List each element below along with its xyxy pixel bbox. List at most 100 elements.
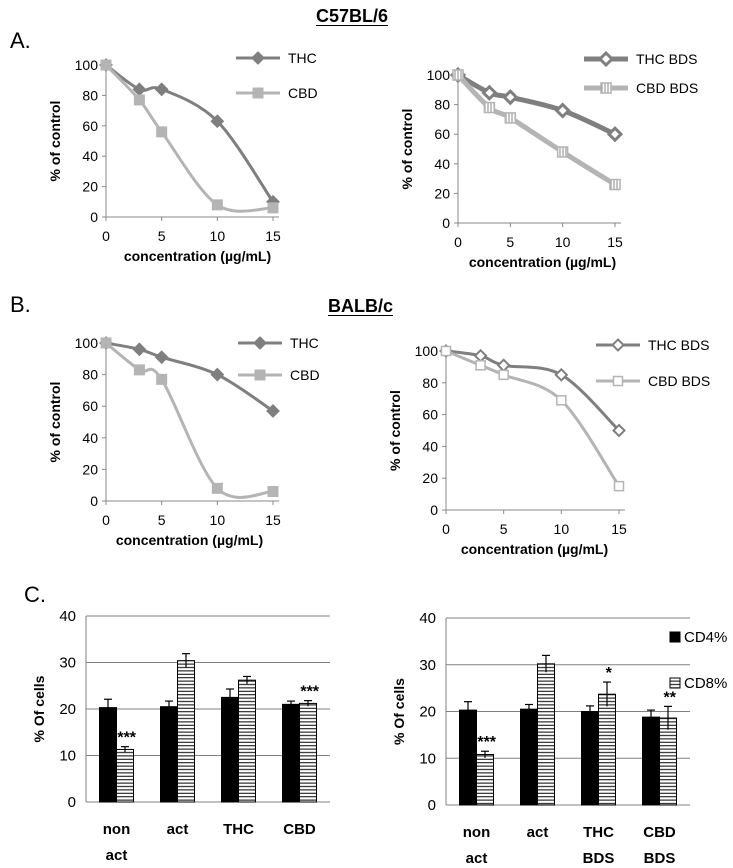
cd4-bar <box>282 703 300 803</box>
x-tick-label: 5 <box>158 512 166 528</box>
data-point <box>132 82 147 97</box>
legend-swatch <box>669 677 681 689</box>
data-point <box>554 102 571 119</box>
y-tick-label: 60 <box>82 398 98 414</box>
legend-label: THC BDS <box>636 51 697 67</box>
y-tick-label: 10 <box>59 748 76 765</box>
cd4-bar <box>459 709 477 806</box>
x-tick-label: 5 <box>506 234 514 250</box>
x-tick-label: 0 <box>102 512 110 528</box>
y-axis-title: % of control <box>47 101 63 182</box>
category-label: THC <box>583 824 614 841</box>
legend-marker <box>254 369 266 381</box>
cd4-bar <box>520 708 538 806</box>
significance-marker: *** <box>300 684 319 701</box>
x-axis-title: concentration (µg/mL) <box>469 254 616 270</box>
y-tick-label: 20 <box>82 179 98 195</box>
y-tick-label: 20 <box>82 461 98 477</box>
category-label: CBD <box>283 821 316 838</box>
x-tick-label: 10 <box>554 521 570 537</box>
legend-swatch <box>669 631 681 643</box>
strain-heading-c57bl6: C57BL/6 <box>316 6 389 26</box>
y-tick-label: 100 <box>415 343 439 359</box>
x-tick-label: 0 <box>102 228 110 244</box>
data-point <box>132 342 147 357</box>
y-tick-label: 30 <box>419 657 436 674</box>
y-axis-title: % of control <box>399 109 415 190</box>
x-tick-label: 15 <box>265 512 281 528</box>
x-tick-label: 15 <box>607 234 623 250</box>
data-point <box>267 486 279 498</box>
x-tick-label: 10 <box>210 512 226 528</box>
x-tick-label: 5 <box>500 521 508 537</box>
x-tick-label: 15 <box>611 521 627 537</box>
chart-a-left: 0 20 40 60 80 100 0 5 10 15 concentration (µg/mL)%… <box>47 50 318 264</box>
x-tick-label: 5 <box>158 228 166 244</box>
y-tick-label: 60 <box>82 118 98 134</box>
series-line-cbd <box>104 63 274 213</box>
significance-marker: *** <box>117 730 136 747</box>
data-point <box>100 337 112 349</box>
y-tick-label: 0 <box>90 209 98 225</box>
series-line-cbd <box>105 341 274 499</box>
data-point <box>154 350 169 365</box>
legend-label: THC <box>290 335 319 351</box>
y-tick-label: 10 <box>419 750 436 767</box>
cd8-bar <box>476 754 494 806</box>
data-point <box>609 178 621 191</box>
category-label: THC <box>223 821 254 838</box>
y-tick-label: 40 <box>419 610 436 627</box>
y-axis-title: % Of cells <box>31 675 47 742</box>
category-label: BDS <box>644 850 676 867</box>
y-tick-label: 0 <box>90 493 98 509</box>
y-tick-label: 20 <box>59 701 76 718</box>
legend-label: CD4% <box>684 629 727 646</box>
category-label: non <box>103 821 131 838</box>
data-point <box>473 348 488 363</box>
data-point <box>266 404 280 418</box>
legend-marker <box>253 336 267 350</box>
legend-label: THC BDS <box>648 337 709 353</box>
y-tick-label: 60 <box>434 126 450 142</box>
y-tick-label: 80 <box>434 97 450 113</box>
category-label: act <box>167 821 189 838</box>
legend-marker <box>251 51 265 65</box>
y-axis-title: % of control <box>387 390 403 471</box>
legend-marker <box>252 87 264 99</box>
data-point <box>210 114 225 129</box>
category-label: act <box>527 824 549 841</box>
series-line-thc <box>105 63 275 203</box>
cd4-bar <box>221 696 239 803</box>
cd8-bar <box>116 748 134 803</box>
y-axis-title: % of control <box>47 382 63 463</box>
data-point <box>502 89 519 106</box>
significance-marker: * <box>606 665 613 682</box>
legend-label: CD8% <box>684 675 727 692</box>
cd8-bar <box>299 702 317 803</box>
category-label: act <box>106 847 128 864</box>
y-tick-label: 80 <box>82 367 98 383</box>
category-label: CBD <box>643 824 676 841</box>
cd4-bar <box>581 711 599 806</box>
data-point <box>154 82 169 97</box>
x-tick-label: 10 <box>555 234 571 250</box>
y-tick-label: 20 <box>422 470 438 486</box>
y-tick-label: 80 <box>422 375 438 391</box>
significance-marker: ** <box>663 689 676 706</box>
data-point <box>483 101 496 114</box>
y-tick-label: 30 <box>59 655 76 672</box>
x-axis-title: concentration (µg/mL) <box>116 532 263 548</box>
cd4-bar <box>642 716 660 806</box>
y-tick-label: 0 <box>442 215 450 231</box>
chart-c-right: 0 10 20 30 40 % Of cells non act *** act THC BDS * CB… <box>391 610 727 867</box>
data-point <box>613 480 625 492</box>
category-label: non <box>463 824 491 841</box>
legend-marker <box>612 375 624 387</box>
legend-label: THC <box>288 50 317 66</box>
y-tick-label: 20 <box>419 704 436 721</box>
y-tick-label: 20 <box>434 185 450 201</box>
data-point <box>504 112 517 124</box>
cd8-bar <box>659 717 677 806</box>
data-point <box>156 373 168 385</box>
